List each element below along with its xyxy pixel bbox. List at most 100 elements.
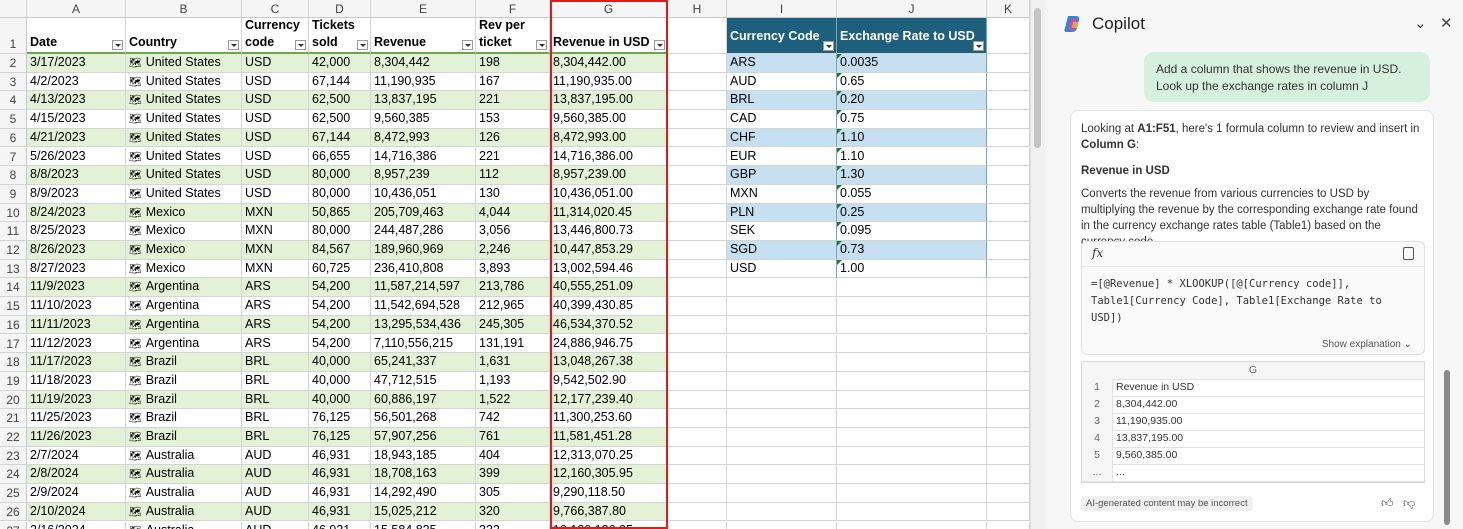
spreadsheet-grid[interactable]: A B C D E F G H I J K 1 2 3 4 5 6 7 8 9 10 11 12 13 14 15 16 17 18 19… — [0, 0, 1030, 529]
table-cell[interactable]: BRL — [242, 390, 309, 410]
row-header[interactable]: 18 — [0, 353, 27, 372]
empty-cell[interactable] — [668, 409, 727, 428]
empty-cell[interactable] — [668, 371, 727, 391]
empty-cell[interactable] — [727, 428, 837, 447]
table-cell[interactable]: 62,500 — [309, 110, 371, 129]
table-cell[interactable]: 46,931 — [309, 465, 371, 485]
table-cell[interactable]: 8,472,993 — [371, 128, 476, 148]
row-header[interactable]: 2 — [0, 54, 27, 73]
filter-dropdown-icon[interactable] — [654, 40, 665, 50]
table-cell[interactable]: 10,436,051.00 — [550, 184, 668, 204]
empty-cell[interactable] — [987, 166, 1030, 185]
table-cell[interactable]: 11,542,694,528 — [371, 297, 476, 316]
table-cell[interactable]: 40,399,430.85 — [550, 297, 668, 316]
row-header[interactable]: 8 — [0, 166, 27, 185]
table-cell[interactable]: 80,000 — [309, 184, 371, 204]
table-cell[interactable]: 11/11/2023 — [27, 315, 126, 335]
table-cell[interactable]: 8,957,239.00 — [550, 166, 668, 185]
scrollbar-thumb[interactable] — [1034, 8, 1041, 148]
empty-cell[interactable] — [668, 353, 727, 372]
table-header-cell[interactable]: Rev per ticket — [476, 18, 550, 54]
table-cell[interactable]: 13,446,800.73 — [550, 222, 668, 241]
table-cell[interactable]: 🗺︎ Brazil — [126, 409, 242, 428]
table-cell[interactable]: 60,725 — [309, 259, 371, 279]
empty-cell[interactable] — [987, 241, 1030, 260]
empty-cell[interactable] — [668, 297, 727, 316]
table-cell[interactable]: 47,712,515 — [371, 371, 476, 391]
table-cell[interactable]: ARS — [242, 315, 309, 335]
table-cell[interactable]: 8/9/2023 — [27, 184, 126, 204]
table-cell[interactable]: 3/17/2023 — [27, 54, 126, 73]
empty-cell[interactable] — [727, 409, 837, 428]
table-cell[interactable]: 54,200 — [309, 334, 371, 354]
empty-cell[interactable] — [837, 502, 987, 522]
row-header[interactable]: 22 — [0, 428, 27, 447]
column-header-g[interactable]: G — [550, 0, 668, 18]
table-cell[interactable]: 🗺︎ Mexico — [126, 203, 242, 223]
empty-cell[interactable] — [668, 390, 727, 410]
empty-cell[interactable] — [987, 259, 1030, 279]
table-cell[interactable]: 8/27/2023 — [27, 259, 126, 279]
column-header-h[interactable]: H — [668, 0, 727, 18]
table-cell[interactable]: 7,110,556,215 — [371, 334, 476, 354]
table-header-cell[interactable]: Currency code — [242, 18, 309, 54]
empty-cell[interactable] — [668, 18, 727, 54]
chevron-down-icon[interactable]: ⌄ — [1414, 15, 1427, 32]
row-header[interactable]: 7 — [0, 147, 27, 167]
table-cell[interactable]: 112 — [476, 166, 550, 185]
row-header[interactable]: 21 — [0, 409, 27, 428]
table-cell[interactable]: MXN — [242, 259, 309, 279]
copy-icon[interactable] — [1403, 247, 1414, 260]
table-cell[interactable]: 84,567 — [309, 241, 371, 260]
empty-cell[interactable] — [837, 371, 987, 391]
rate-table-cell[interactable]: 1.00 — [837, 259, 987, 279]
rate-table-cell[interactable]: CAD — [727, 110, 837, 129]
table-cell[interactable]: 40,000 — [309, 390, 371, 410]
table-cell[interactable]: 8/8/2023 — [27, 166, 126, 185]
row-header[interactable]: 1 — [0, 18, 27, 54]
empty-cell[interactable] — [668, 465, 727, 485]
table-cell[interactable]: 🗺︎ Argentina — [126, 297, 242, 316]
table-cell[interactable]: 42,000 — [309, 54, 371, 73]
thumbs-down-icon[interactable]: 👎︎ — [1403, 496, 1416, 510]
row-header[interactable]: 5 — [0, 110, 27, 129]
table-cell[interactable]: 🗺︎ Argentina — [126, 278, 242, 298]
table-cell[interactable]: 9,560,385 — [371, 110, 476, 129]
empty-cell[interactable] — [987, 484, 1030, 503]
table-cell[interactable]: BRL — [242, 353, 309, 372]
empty-cell[interactable] — [668, 484, 727, 503]
empty-cell[interactable] — [987, 521, 1030, 529]
empty-cell[interactable] — [987, 371, 1030, 391]
table-cell[interactable]: 221 — [476, 147, 550, 167]
table-cell[interactable]: 4,044 — [476, 203, 550, 223]
table-cell[interactable]: 56,501,268 — [371, 409, 476, 428]
rate-table-cell[interactable]: 1.30 — [837, 166, 987, 185]
row-header[interactable]: 26 — [0, 502, 27, 522]
empty-cell[interactable] — [727, 465, 837, 485]
table-cell[interactable]: 67,144 — [309, 128, 371, 148]
table-cell[interactable]: 1,193 — [476, 371, 550, 391]
table-cell[interactable]: 🗺︎ United States — [126, 128, 242, 148]
rate-table-cell[interactable]: 0.25 — [837, 203, 987, 223]
table-cell[interactable]: 62,500 — [309, 91, 371, 111]
table-cell[interactable]: 3,893 — [476, 259, 550, 279]
rate-table-cell[interactable]: EUR — [727, 147, 837, 167]
row-header[interactable]: 10 — [0, 203, 27, 223]
table-cell[interactable]: 46,931 — [309, 521, 371, 529]
table-cell[interactable]: 🗺︎Australia — [126, 465, 242, 485]
table-cell[interactable]: 76,125 — [309, 409, 371, 428]
table-cell[interactable]: 2/8/2024 — [27, 465, 126, 485]
table-cell[interactable]: 4/2/2023 — [27, 72, 126, 92]
table-cell[interactable]: 40,000 — [309, 353, 371, 372]
table-cell[interactable]: 11,300,253.60 — [550, 409, 668, 428]
table-cell[interactable]: 80,000 — [309, 166, 371, 185]
filter-dropdown-icon[interactable] — [357, 40, 368, 50]
table-cell[interactable]: 10,130,136.25 — [550, 521, 668, 529]
table-cell[interactable]: 🗺︎ United States — [126, 147, 242, 167]
row-header[interactable]: 25 — [0, 484, 27, 503]
empty-cell[interactable] — [987, 18, 1030, 54]
rate-table-cell[interactable]: 1.10 — [837, 128, 987, 148]
table-cell[interactable]: 40,000 — [309, 371, 371, 391]
table-cell[interactable]: 11/26/2023 — [27, 428, 126, 447]
empty-cell[interactable] — [727, 521, 837, 529]
